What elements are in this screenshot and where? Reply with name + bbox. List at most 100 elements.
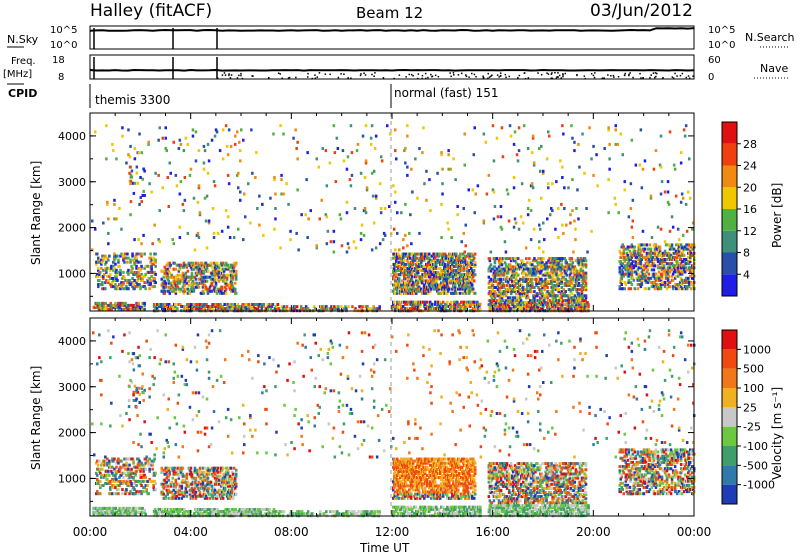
echo-cell xyxy=(582,273,586,277)
echo-cell xyxy=(527,290,530,294)
echo-cell xyxy=(143,303,146,307)
echo-cell xyxy=(542,169,545,173)
echo-cell xyxy=(412,260,415,264)
echo-cell xyxy=(191,263,195,267)
echo-cell xyxy=(435,273,438,277)
echo-cell xyxy=(653,264,657,268)
echo-cell xyxy=(137,307,140,311)
echo-cell xyxy=(471,277,474,281)
nave-dot xyxy=(471,72,473,75)
echo-cell xyxy=(658,253,662,257)
echo-cell xyxy=(440,153,443,157)
echo-cell xyxy=(670,247,674,251)
nave-dot xyxy=(558,74,561,77)
echo-cell xyxy=(250,128,253,132)
echo-cell xyxy=(461,267,464,270)
echo-cell xyxy=(504,277,508,281)
echo-cell xyxy=(511,296,515,300)
echo-cell xyxy=(538,281,541,285)
echo-cell xyxy=(424,287,427,291)
echo-cell xyxy=(442,260,445,264)
echo-cell xyxy=(660,255,664,259)
echo-cell xyxy=(186,269,190,273)
echo-cell xyxy=(627,278,631,282)
echo-cell xyxy=(400,267,403,270)
echo-cell xyxy=(109,301,112,305)
echo-cell xyxy=(509,275,513,279)
echo-cell xyxy=(405,281,408,285)
echo-cell xyxy=(577,271,581,275)
echo-cell xyxy=(394,248,397,252)
echo-cell xyxy=(143,508,146,512)
echo-cell xyxy=(396,231,399,235)
echo-cell xyxy=(429,281,432,285)
echo-cell xyxy=(510,290,514,294)
echo-cell xyxy=(497,292,501,296)
echo-cell xyxy=(110,305,113,309)
echo-cell xyxy=(638,247,642,251)
echo-cell xyxy=(190,305,193,308)
echo-cell xyxy=(546,271,549,275)
echo-cell xyxy=(168,285,171,289)
echo-cell xyxy=(141,274,144,278)
echo-cell xyxy=(658,260,662,264)
echo-cell xyxy=(119,254,122,258)
echo-cell xyxy=(120,508,123,512)
echo-cell xyxy=(163,265,166,269)
echo-cell xyxy=(200,277,204,281)
echo-cell xyxy=(462,231,465,235)
echo-cell xyxy=(559,269,562,273)
echo-cell xyxy=(260,307,264,311)
echo-cell xyxy=(533,296,536,300)
echo-cell xyxy=(542,265,545,269)
echo-cell xyxy=(430,287,433,291)
echo-cell xyxy=(140,252,143,256)
echo-cell xyxy=(584,277,588,281)
echo-cell xyxy=(110,283,113,287)
echo-cell xyxy=(629,245,633,249)
echo-cell xyxy=(569,271,573,275)
echo-cell xyxy=(359,231,363,235)
echo-cell xyxy=(399,273,402,277)
echo-cell xyxy=(364,211,368,215)
echo-cell xyxy=(134,254,137,258)
echo-cell xyxy=(546,292,549,296)
echo-cell xyxy=(403,273,406,277)
echo-cell xyxy=(660,258,664,261)
echo-cell xyxy=(97,266,100,270)
echo-cell xyxy=(341,149,345,153)
echo-cell xyxy=(570,263,574,267)
echo-cell xyxy=(216,303,219,306)
echo-cell xyxy=(488,259,492,263)
echo-cell xyxy=(100,305,103,309)
echo-cell xyxy=(296,157,299,161)
echo-cell xyxy=(490,281,494,285)
echo-cell xyxy=(671,287,675,291)
echo-cell xyxy=(502,273,506,277)
echo-cell xyxy=(467,188,470,192)
echo-cell xyxy=(423,283,426,287)
echo-cell xyxy=(122,287,125,291)
echo-cell xyxy=(653,287,657,291)
echo-cell xyxy=(192,196,196,200)
echo-cell xyxy=(640,253,644,257)
echo-cell xyxy=(682,253,686,257)
echo-cell xyxy=(630,262,634,266)
echo-cell xyxy=(404,283,407,287)
echo-cell xyxy=(455,254,458,258)
echo-cell xyxy=(295,305,299,309)
nave-dot xyxy=(307,76,309,78)
echo-cell xyxy=(195,285,199,289)
echo-cell xyxy=(680,192,684,196)
echo-cell xyxy=(493,205,497,208)
echo-cell xyxy=(499,307,503,311)
echo-cell xyxy=(392,269,395,273)
echo-cell xyxy=(624,247,627,251)
nave-dot xyxy=(488,76,491,78)
echo-cell xyxy=(491,290,495,294)
echo-cell xyxy=(444,262,447,266)
echo-cell xyxy=(130,169,134,173)
echo-cell xyxy=(506,290,510,294)
echo-cell xyxy=(650,285,654,289)
echo-cell xyxy=(269,196,272,200)
